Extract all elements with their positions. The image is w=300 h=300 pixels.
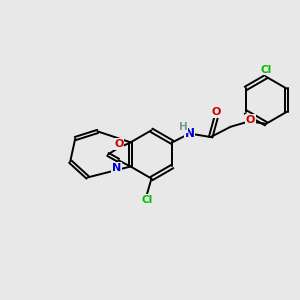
Text: H: H [178, 122, 188, 132]
Text: Cl: Cl [141, 195, 153, 205]
Text: O: O [211, 107, 220, 117]
Text: N: N [112, 163, 122, 172]
Text: O: O [114, 139, 124, 149]
Text: Cl: Cl [261, 64, 272, 75]
Text: N: N [184, 127, 194, 140]
Text: O: O [245, 115, 255, 125]
